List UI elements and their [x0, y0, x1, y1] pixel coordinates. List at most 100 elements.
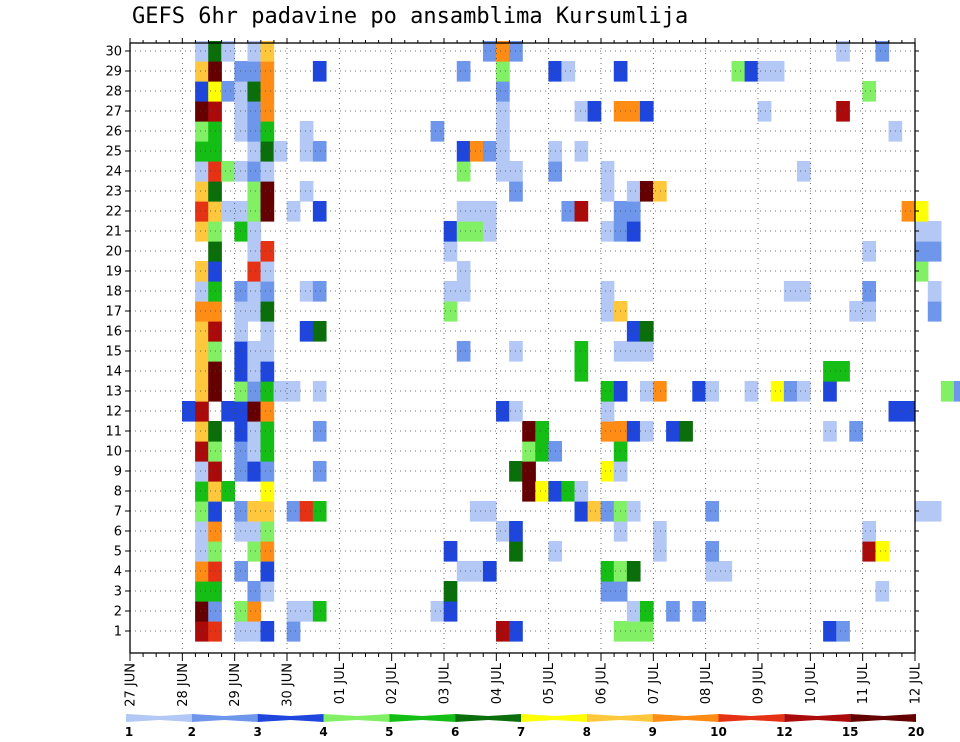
heatmap-cell — [770, 61, 785, 82]
heatmap-cell — [731, 61, 746, 82]
x-tick-label: 04 JUL — [490, 662, 505, 704]
heatmap-cell — [195, 561, 209, 582]
heatmap-cell — [875, 541, 890, 562]
y-tick-label: 8 — [114, 485, 122, 500]
heatmap-cell — [195, 321, 209, 342]
heatmap-cell — [456, 141, 471, 162]
heatmap-cell — [260, 521, 275, 542]
heatmap-cell — [195, 261, 209, 282]
heatmap-cell — [862, 521, 877, 542]
heatmap-cell — [430, 121, 445, 142]
heatmap-cell — [626, 621, 641, 642]
heatmap-cell — [221, 201, 235, 222]
x-tick-label: 09 JUL — [752, 662, 767, 704]
heatmap-cell — [875, 41, 890, 62]
x-tick-label: 02 JUL — [385, 662, 400, 704]
heatmap-cell — [561, 61, 576, 82]
heatmap-cell — [195, 101, 209, 122]
heatmap-cell — [247, 121, 262, 142]
heatmap-cell — [626, 421, 641, 442]
heatmap-cell — [927, 241, 942, 262]
heatmap-cell — [953, 381, 960, 402]
heatmap-cell — [823, 361, 837, 382]
heatmap-cell — [312, 321, 327, 342]
heatmap-cell — [849, 301, 863, 322]
heatmap-cell — [234, 81, 249, 102]
colorbar-label: 6 — [451, 725, 459, 739]
heatmap-cell — [862, 281, 877, 302]
colorbar-label: 7 — [517, 725, 525, 739]
colorbar-label: 8 — [583, 725, 591, 739]
heatmap-cell — [286, 201, 301, 222]
heatmap-cell — [574, 201, 589, 222]
heatmap-cell — [247, 581, 262, 602]
colorbar: 1 2 3 4 5 6 7 8 9 10 12 15 20 — [125, 714, 924, 739]
heatmap-cell — [195, 441, 209, 462]
heatmap-cell — [234, 381, 249, 402]
x-tick-label: 05 JUL — [542, 662, 557, 704]
y-tick-label: 12 — [105, 405, 122, 420]
heatmap-cell — [600, 181, 615, 202]
heatmap-cell — [862, 541, 877, 562]
heatmap-cell — [600, 281, 615, 302]
heatmap-cell — [626, 601, 641, 622]
heatmap-cell — [469, 221, 484, 242]
y-tick-label: 20 — [105, 245, 122, 260]
heatmap-cell — [312, 421, 327, 442]
heatmap-cell — [535, 421, 549, 442]
heatmap-cell — [195, 201, 209, 222]
heatmap-cell — [639, 181, 654, 202]
heatmap-cell — [626, 321, 641, 342]
heatmap-cell — [286, 381, 301, 402]
heatmap-cell — [653, 381, 667, 402]
heatmap-cell — [247, 221, 262, 242]
y-tick-label: 7 — [114, 505, 122, 520]
heatmap-cell — [927, 501, 942, 522]
heatmap-cell — [260, 281, 275, 302]
x-tick-label: 11 JUL — [856, 662, 871, 704]
y-tick-label: 26 — [105, 125, 122, 140]
heatmap-cell — [496, 101, 510, 122]
heatmap-cell — [666, 421, 680, 442]
y-tick-label: 10 — [105, 445, 122, 460]
heatmap-cell — [927, 221, 942, 242]
heatmap-cell — [182, 401, 196, 422]
heatmap-cell — [247, 461, 262, 482]
colorbar-swatch-right — [257, 714, 324, 722]
heatmap-cell — [574, 501, 589, 522]
heatmap-cell — [823, 621, 837, 642]
heatmap-cell — [312, 141, 327, 162]
heatmap-cell — [234, 561, 249, 582]
heatmap-cell — [195, 81, 209, 102]
heatmap-cell — [234, 121, 249, 142]
heatmap-cell — [456, 281, 471, 302]
y-tick-label: 29 — [105, 65, 122, 80]
heatmap-cell — [574, 361, 589, 382]
heatmap-cell — [522, 461, 536, 482]
heatmap-cell — [195, 121, 209, 142]
heatmap-cell — [626, 341, 641, 362]
y-tick-label: 28 — [105, 85, 122, 100]
heatmap-cell — [260, 141, 275, 162]
heatmap-cell — [639, 321, 654, 342]
heatmap-cell — [247, 341, 262, 362]
heatmap-cell — [234, 521, 249, 542]
heatmap-cell — [705, 381, 720, 402]
heatmap-cell — [247, 241, 262, 262]
heatmap-cell — [234, 421, 249, 442]
heatmap-cell — [299, 141, 314, 162]
heatmap-cell — [260, 161, 275, 182]
colorbar-label: 1 — [125, 725, 133, 739]
heatmap-cell — [574, 341, 589, 362]
heatmap-cell — [535, 481, 549, 502]
heatmap-cell — [496, 401, 510, 422]
colorbar-label: 10 — [710, 725, 727, 739]
heatmap-cell — [195, 421, 209, 442]
heatmap-cell — [234, 621, 249, 642]
heatmap-cell — [639, 101, 654, 122]
heatmap-cell — [639, 381, 654, 402]
colorbar-swatch-right — [718, 714, 785, 722]
heatmap-cell — [195, 141, 209, 162]
heatmap-cell — [195, 221, 209, 242]
y-tick-label: 24 — [105, 165, 122, 180]
